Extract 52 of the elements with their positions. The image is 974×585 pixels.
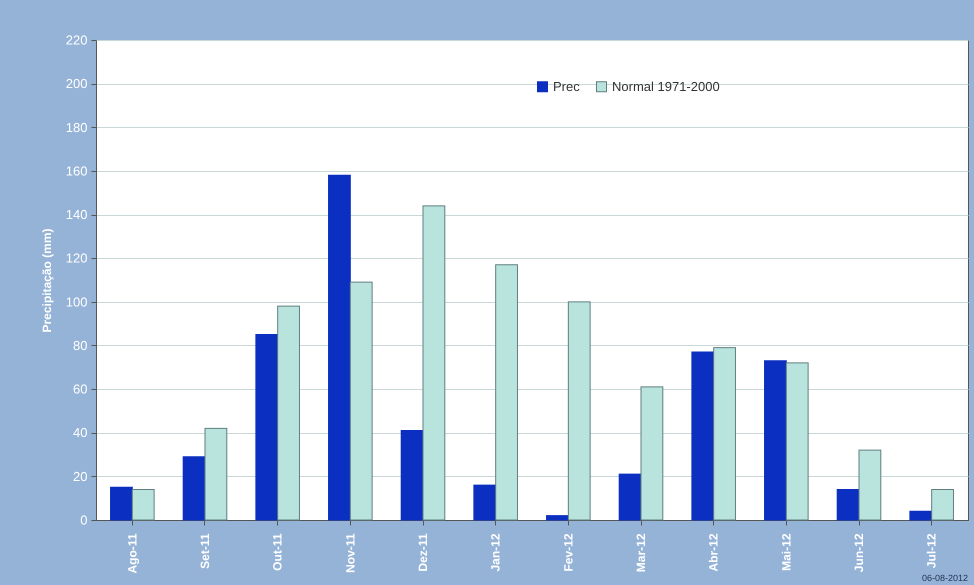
y-tick-label: 120 — [66, 250, 88, 266]
y-axis-title: Precipitação (mm) — [40, 228, 54, 333]
text: 06-08-2012 — [922, 573, 968, 584]
x-tick-label: Abr-12 — [706, 533, 721, 572]
bar — [931, 488, 954, 520]
y-tick-label: 80 — [73, 338, 88, 353]
bar — [764, 360, 787, 520]
y-tick-label: 220 — [66, 32, 88, 48]
bar — [255, 334, 278, 520]
bar — [132, 488, 155, 520]
bar — [277, 306, 300, 520]
x-tick-label: Ago-11 — [125, 533, 140, 574]
bar — [400, 430, 424, 520]
bar — [204, 428, 228, 520]
bar — [328, 174, 351, 520]
bar — [568, 301, 591, 520]
x-tick-label: Dez-11 — [416, 533, 430, 572]
y-tick-label: 180 — [66, 120, 88, 135]
x-tick-label: Jan-12 — [488, 533, 503, 572]
bar — [858, 450, 882, 520]
legend-label: Normal 1971-2000 — [612, 78, 720, 94]
legend-label: Prec — [553, 78, 580, 94]
x-tick-label: Mai-12 — [779, 533, 794, 571]
bar — [495, 264, 518, 520]
bar — [640, 386, 664, 520]
y-tick-label: 60 — [73, 382, 88, 397]
x-tick-label: Out-11 — [270, 533, 285, 571]
y-tick-label: 20 — [73, 468, 88, 484]
bar — [422, 205, 446, 520]
x-tick-label: Jun-12 — [852, 533, 866, 572]
bar — [786, 362, 809, 520]
bar — [713, 347, 736, 520]
x-tick-label: Jul-12 — [924, 533, 939, 568]
bar — [836, 488, 860, 520]
y-tick-label: 160 — [66, 163, 88, 178]
bar — [909, 510, 932, 520]
y-tick-label: 140 — [66, 207, 88, 222]
x-tick-label: Fev-12 — [561, 533, 576, 572]
y-tick-label: 40 — [73, 425, 88, 440]
bar — [350, 282, 373, 520]
x-tick-label: Nov-11 — [343, 533, 358, 573]
y-tick-label: 200 — [66, 76, 88, 92]
x-tick-label: Set-11 — [198, 533, 212, 569]
bar — [182, 456, 206, 520]
bar — [618, 474, 642, 520]
bar — [473, 484, 496, 520]
bar — [110, 486, 133, 520]
y-tick-label: 100 — [66, 294, 88, 310]
bar — [691, 352, 714, 520]
y-tick-label: 0 — [80, 512, 88, 528]
bar — [546, 515, 569, 520]
x-tick-label: Mar-12 — [634, 533, 648, 572]
